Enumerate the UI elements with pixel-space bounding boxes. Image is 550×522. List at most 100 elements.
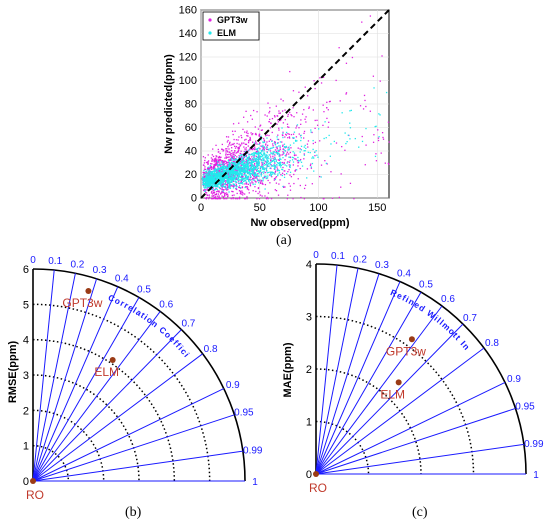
data-point [231, 176, 234, 179]
data-point [234, 177, 237, 179]
data-point [287, 115, 289, 117]
data-point [271, 173, 274, 175]
data-point [256, 167, 258, 169]
data-point [262, 177, 264, 179]
data-point [233, 164, 236, 166]
coef-tick-label: 0.3 [93, 265, 107, 276]
data-point [226, 198, 228, 200]
data-point [304, 184, 307, 186]
coef-ray [315, 268, 359, 475]
data-point [293, 142, 295, 144]
data-point [206, 174, 208, 176]
data-point [238, 175, 241, 177]
data-point [210, 198, 213, 200]
data-point [333, 140, 335, 143]
radius-arc [315, 420, 370, 475]
data-point [210, 178, 212, 180]
coef-ray [315, 323, 464, 475]
data-point [307, 146, 309, 148]
data-point [237, 158, 239, 161]
data-point [286, 123, 289, 125]
data-point [316, 119, 318, 121]
data-point [377, 129, 379, 131]
data-point [269, 156, 272, 158]
data-point [251, 161, 254, 163]
data-point [245, 177, 247, 179]
data-point [231, 194, 234, 197]
data-point [243, 160, 245, 162]
data-point [228, 164, 230, 166]
data-point [268, 165, 270, 167]
data-point [264, 154, 266, 156]
data-point [214, 175, 217, 177]
data-point [315, 150, 317, 152]
data-point [238, 161, 240, 163]
data-point [240, 180, 242, 183]
data-point [240, 154, 242, 157]
data-point [264, 156, 267, 158]
data-point [295, 169, 298, 171]
data-point [267, 175, 269, 177]
data-point [260, 152, 262, 155]
data-point [210, 181, 213, 183]
data-point [265, 143, 267, 145]
data-point [223, 179, 226, 181]
y-axis-label-a: Nw predicted(ppm) [163, 54, 175, 154]
data-point [246, 196, 248, 198]
data-point [300, 158, 302, 161]
data-point [216, 191, 218, 193]
data-point [260, 129, 263, 131]
data-point [273, 158, 275, 161]
data-point [236, 172, 239, 174]
data-point [361, 135, 363, 138]
data-point [276, 142, 279, 145]
data-point [261, 165, 263, 167]
data-point [239, 160, 242, 163]
data-point [210, 174, 212, 176]
data-point [218, 190, 220, 193]
data-point [244, 166, 247, 168]
data-point [255, 151, 257, 153]
data-point [349, 182, 352, 185]
data-point [211, 176, 213, 178]
data-point [230, 177, 233, 179]
data-point [241, 158, 244, 160]
data-point [219, 162, 221, 164]
data-point [208, 198, 210, 200]
data-point [220, 192, 222, 194]
data-point [213, 164, 216, 166]
data-point [225, 167, 228, 169]
data-point [255, 159, 257, 161]
data-point [249, 174, 251, 177]
data-point [251, 133, 253, 136]
data-point [233, 184, 235, 186]
data-point [231, 190, 233, 193]
data-point [226, 184, 229, 186]
data-point [211, 184, 214, 187]
data-point [250, 167, 252, 169]
coef-tick-label: 0.99 [524, 439, 544, 450]
data-point [296, 124, 299, 126]
data-point [253, 153, 255, 155]
data-point [211, 154, 213, 156]
data-point [327, 109, 329, 111]
data-point [258, 152, 260, 154]
data-point [214, 164, 217, 166]
data-point [363, 94, 366, 97]
data-point [238, 163, 240, 165]
data-point [291, 156, 293, 159]
data-point [235, 172, 238, 174]
data-point [236, 142, 238, 145]
data-point [232, 179, 234, 182]
data-point [227, 163, 229, 166]
data-point [224, 160, 227, 162]
data-point [265, 148, 268, 150]
data-point [229, 151, 231, 153]
data-point [265, 154, 267, 156]
data-point [254, 180, 256, 182]
data-point [278, 170, 281, 172]
data-point [232, 185, 234, 187]
data-point [211, 191, 213, 193]
data-point [249, 139, 251, 141]
